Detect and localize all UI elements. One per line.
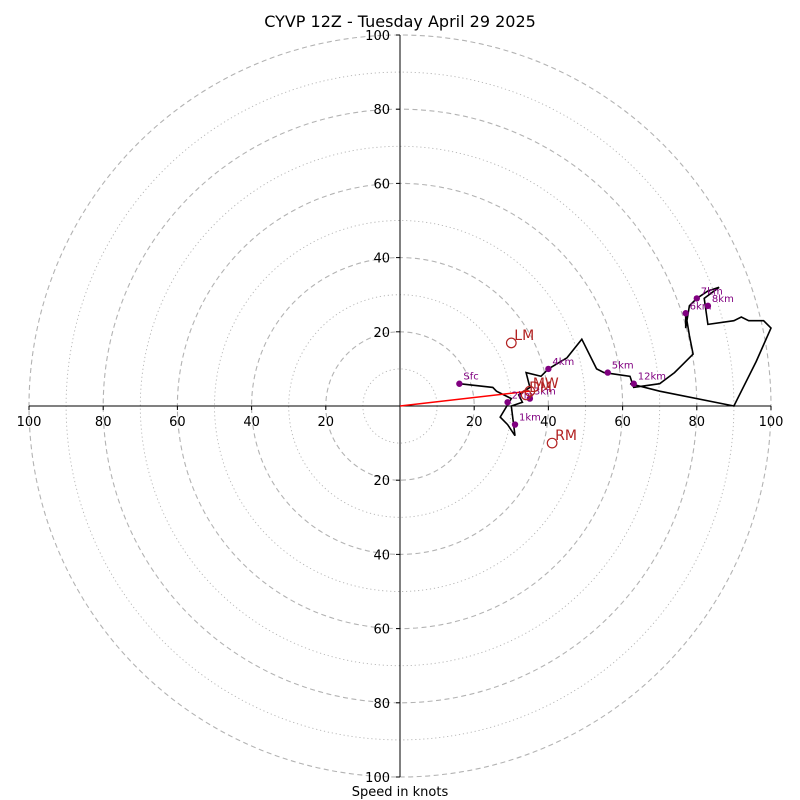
height-marker-label: 6km <box>690 301 712 312</box>
x-tick-label: 80 <box>95 415 112 430</box>
x-tick-label: 100 <box>17 415 42 430</box>
y-tick-label: 60 <box>373 177 390 192</box>
height-marker-dot <box>693 295 700 302</box>
storm-marker <box>524 385 536 397</box>
mean-wind-vector-group <box>399 390 530 407</box>
x-tick-label: 40 <box>243 415 260 430</box>
height-marker-label: 7km <box>701 286 723 297</box>
hodograph-line <box>459 286 772 437</box>
y-tick-label: 20 <box>373 326 390 341</box>
y-tick-label: 100 <box>365 771 390 786</box>
height-marker-label: 2km <box>512 390 534 401</box>
storm-marker <box>546 437 558 449</box>
hodograph-trace-group <box>459 286 772 437</box>
height-marker-label: 3km <box>534 387 556 398</box>
y-tick-label: 20 <box>373 474 390 489</box>
storm-marker-label: RM <box>555 428 577 444</box>
x-tick-label: 80 <box>689 415 706 430</box>
x-tick-label: 60 <box>169 415 186 430</box>
height-marker-label: Sfc <box>463 372 478 383</box>
storm-marker-label: DM <box>529 380 552 396</box>
y-tick-label: 60 <box>373 623 390 638</box>
height-marker-dot <box>545 365 552 373</box>
x-tick-label: 100 <box>759 415 784 430</box>
x-axis-label: Speed in knots <box>352 785 449 800</box>
y-tick-label: 100 <box>365 29 390 44</box>
y-tick-label: 80 <box>373 103 390 118</box>
height-marker-label: 1km <box>519 413 541 424</box>
storm-marker-label: MW <box>533 376 559 392</box>
mean-wind-vector <box>399 390 530 407</box>
height-marker-dot <box>511 421 519 428</box>
y-tick-label: 40 <box>373 548 390 563</box>
height-marker-dot <box>682 310 689 317</box>
chart-title: CYVP 12Z - Tuesday April 29 2025 <box>264 12 536 31</box>
height-marker-label: 12km <box>638 372 666 383</box>
height-marker-label: 4km <box>552 357 574 368</box>
height-marker-dot <box>704 302 712 310</box>
storm-marker <box>505 337 517 349</box>
tick-labels: 100 80 60 40 20 20 40 60 80 100 100 80 60 40 20 20 40 60 8… <box>17 29 784 786</box>
x-tick-label: 60 <box>614 415 631 430</box>
x-tick-label: 20 <box>466 415 483 430</box>
storm-marker <box>520 389 532 401</box>
storm-marker-label: LM <box>514 328 534 344</box>
height-marker-dot <box>504 399 511 406</box>
x-tick-label: 40 <box>540 415 557 430</box>
y-tick-label: 40 <box>373 252 390 267</box>
height-marker-dot <box>456 380 463 387</box>
height-marker-dot <box>604 369 611 376</box>
x-tick-label: 20 <box>318 415 335 430</box>
height-marker-label: 5km <box>612 361 634 372</box>
height-marker-label: 8km <box>712 294 734 305</box>
height-marker-dot <box>630 380 637 387</box>
y-tick-label: 80 <box>373 697 390 712</box>
